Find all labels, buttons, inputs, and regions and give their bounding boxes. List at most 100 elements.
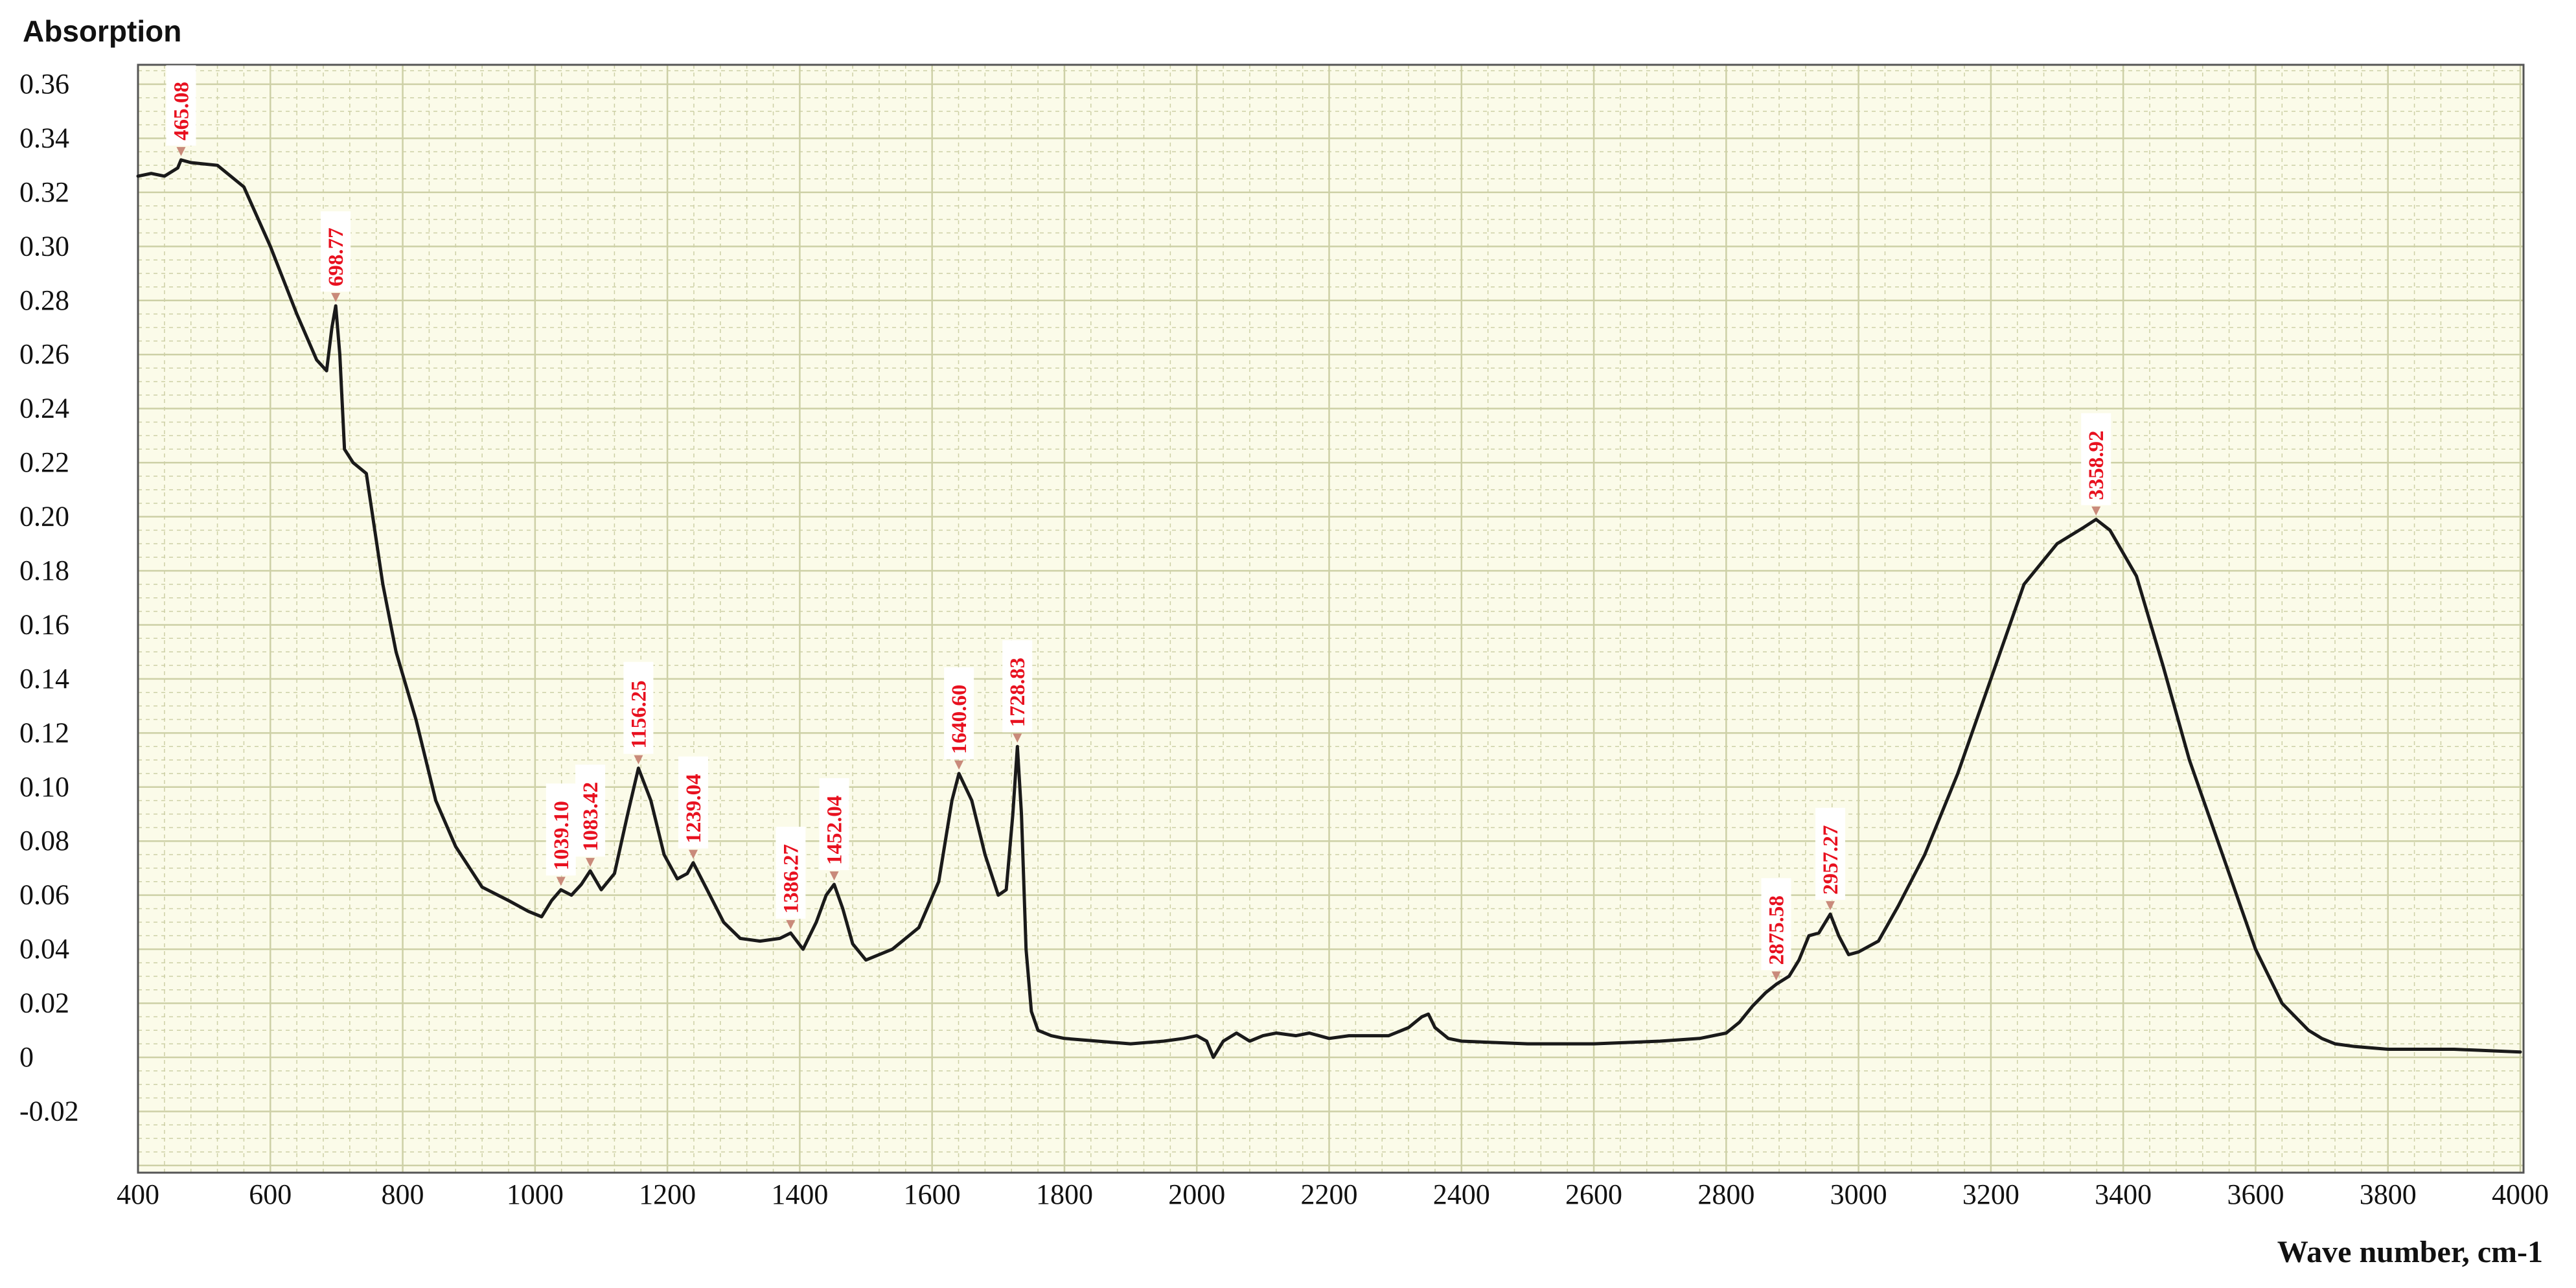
peak-label-box (321, 211, 351, 292)
peak-label-text: 2957.27 (1819, 825, 1843, 895)
y-tick-label: 0.30 (19, 230, 69, 262)
peak-label-box (575, 765, 606, 857)
x-axis-title: Wave number, cm-1 (2277, 1235, 2543, 1269)
x-tick-label: 800 (382, 1179, 424, 1210)
peak-marker (1771, 971, 1781, 981)
x-tick-label: 3800 (2360, 1179, 2417, 1210)
peak-label-box (1002, 640, 1033, 733)
x-tick-label: 3600 (2227, 1179, 2284, 1210)
x-tick-label: 1600 (904, 1179, 961, 1210)
peak-label-text: 1640.60 (948, 685, 971, 754)
y-tick-label: -0.02 (19, 1095, 79, 1127)
y-tick-label: 0.14 (19, 663, 69, 695)
x-axis-ticks: 400 600 800 1000 1200 1400 1600 1800 2000 2200 240… (117, 1179, 2549, 1210)
y-tick-label: 0.20 (19, 501, 69, 533)
y-tick-label: 0.28 (19, 284, 69, 316)
peak-label-text: 465.08 (170, 82, 193, 141)
peak-label-text: 1239.04 (682, 774, 706, 843)
peak-label-box (776, 827, 806, 919)
peak-label: 1452.04 (819, 777, 849, 880)
x-tick-label: 2800 (1697, 1179, 1754, 1210)
peak-marker (331, 293, 341, 303)
x-tick-label: 1800 (1036, 1179, 1093, 1210)
plot-frame (137, 63, 2525, 1174)
peak-marker (2091, 506, 2101, 516)
x-tick-label: 600 (249, 1179, 292, 1210)
peak-marker (1013, 733, 1022, 743)
peak-label: 2957.27 (1815, 807, 1845, 910)
y-tick-label: 0.18 (19, 555, 69, 586)
y-tick-label: 0.08 (19, 825, 69, 857)
x-tick-label: 2600 (1565, 1179, 1622, 1210)
peak-label-text: 1728.83 (1006, 658, 1029, 727)
peak-label-box (819, 777, 849, 870)
peak-label-box (944, 667, 974, 759)
peak-label: 1728.83 (1002, 640, 1033, 743)
x-tick-label: 2200 (1301, 1179, 1358, 1210)
peak-marker (786, 920, 796, 930)
x-tick-label: 3000 (1830, 1179, 1887, 1210)
grid (137, 65, 2524, 1173)
peak-marker (176, 146, 186, 156)
peak-label-text: 1083.42 (579, 782, 603, 851)
peak-label-box (1815, 807, 1845, 900)
y-tick-label: 0.36 (19, 68, 69, 100)
peak-label-text: 3358.92 (2085, 430, 2108, 500)
y-tick-label: 0.12 (19, 717, 69, 748)
peak-label-box (623, 661, 654, 754)
peak-label: 1640.60 (944, 667, 974, 770)
peak-label-text: 1386.27 (779, 844, 803, 914)
x-tick-label: 4000 (2492, 1179, 2549, 1210)
x-tick-label: 2400 (1433, 1179, 1490, 1210)
peak-label: 2875.58 (1761, 878, 1791, 981)
peak-marker (1825, 901, 1835, 910)
peak-label: 1386.27 (776, 827, 806, 930)
y-axis-title: Absorption (23, 14, 181, 48)
peak-label-box (2081, 413, 2111, 505)
peak-label: 1239.04 (678, 756, 708, 859)
peak-marker (688, 849, 698, 859)
x-tick-label: 2000 (1168, 1179, 1225, 1210)
spectrum-line (136, 158, 2522, 1059)
peak-marker (556, 877, 566, 886)
x-tick-label: 3200 (1962, 1179, 2019, 1210)
x-tick-label: 400 (117, 1179, 159, 1210)
y-tick-label: 0.26 (19, 338, 69, 370)
peak-label-text: 1452.04 (823, 796, 847, 865)
peak-label: 1039.10 (546, 783, 576, 886)
peak-label-box (166, 65, 196, 146)
y-tick-label: 0.06 (19, 879, 69, 911)
peak-marker (634, 755, 643, 765)
peak-marker (954, 760, 964, 770)
peak-label-text: 1156.25 (627, 680, 650, 748)
peak-label-box (546, 783, 576, 876)
peak-label-text: 1039.10 (550, 801, 573, 870)
y-tick-label: 0.22 (19, 446, 69, 478)
peak-marker (586, 858, 595, 868)
peak-annotations: 465.08 698.77 1039.10 1083.42 1156.25 1239.04… (166, 65, 2111, 981)
x-tick-label: 1000 (507, 1179, 564, 1210)
peak-label: 465.08 (166, 65, 196, 156)
y-tick-label: 0 (19, 1041, 34, 1073)
peak-label-text: 2875.58 (1765, 895, 1789, 965)
peak-label-box (1761, 878, 1791, 971)
peak-label: 1156.25 (623, 661, 654, 765)
plot-background (138, 65, 2524, 1173)
y-tick-label: 0.02 (19, 987, 69, 1019)
y-tick-label: 0.32 (19, 176, 69, 208)
x-tick-label: 1400 (771, 1179, 828, 1210)
peak-label: 3358.92 (2081, 413, 2111, 516)
y-axis-ticks: -0.02 0 0.02 0.04 0.06 0.08 0.10 0.12 0.14 0.16 0.… (19, 68, 79, 1127)
y-tick-label: 0.24 (19, 393, 69, 424)
peak-label: 1083.42 (575, 765, 606, 868)
peak-label-box (678, 756, 708, 849)
y-tick-label: 0.10 (19, 771, 69, 803)
y-tick-label: 0.34 (19, 122, 69, 154)
peak-marker (829, 871, 839, 880)
y-tick-label: 0.04 (19, 933, 69, 965)
peak-label: 698.77 (321, 211, 351, 303)
x-tick-label: 3400 (2095, 1179, 2152, 1210)
y-tick-label: 0.16 (19, 608, 69, 640)
peak-label-text: 698.77 (325, 227, 348, 286)
